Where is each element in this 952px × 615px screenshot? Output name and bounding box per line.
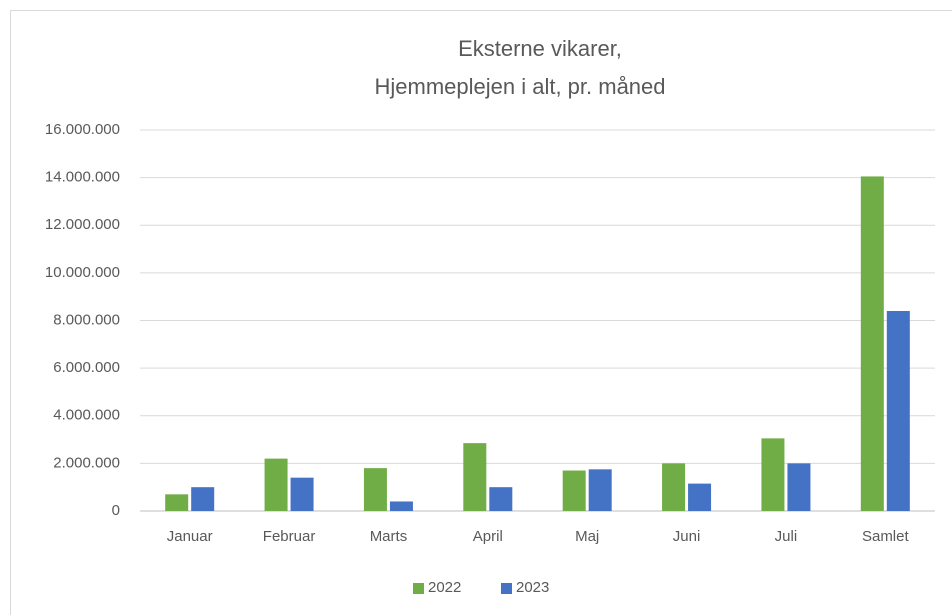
y-tick-label: 8.000.000 [53,311,120,328]
y-tick-label: 16.000.000 [45,121,120,138]
bar [463,443,487,511]
x-tick-label: Juli [775,528,798,545]
bar [562,470,586,511]
bar [688,483,712,511]
x-tick-label: Februar [263,528,316,545]
bar [860,176,884,511]
bar [489,487,513,511]
x-tick-label: Marts [370,528,408,545]
x-tick-label: Maj [575,528,599,545]
legend-label: 2022 [428,579,461,596]
x-tick-label: Juni [673,528,701,545]
legend-swatch [501,583,512,594]
x-tick-label: April [473,528,503,545]
x-tick-label: Samlet [862,528,910,545]
x-tick-label: Januar [167,528,213,545]
bar [588,469,612,511]
y-tick-label: 4.000.000 [53,407,120,424]
bar [191,487,215,511]
bar [787,463,811,511]
bar [165,494,189,511]
legend-label: 2023 [516,579,549,596]
y-tick-label: 6.000.000 [53,359,120,376]
bar [886,310,910,511]
y-tick-label: 2.000.000 [53,454,120,471]
bar [761,438,785,511]
chart-title: Hjemmeplejen i alt, pr. måned [374,74,665,99]
chart-title: Eksterne vikarer, [458,36,622,61]
bar [290,477,314,511]
bar [389,501,413,511]
chart-frame [10,10,952,615]
bar [662,463,686,511]
bar [363,468,387,511]
y-tick-label: 12.000.000 [45,216,120,233]
y-tick-label: 14.000.000 [45,169,120,186]
y-tick-label: 0 [112,502,120,519]
y-tick-label: 10.000.000 [45,264,120,281]
legend-swatch [413,583,424,594]
bar [264,458,288,511]
